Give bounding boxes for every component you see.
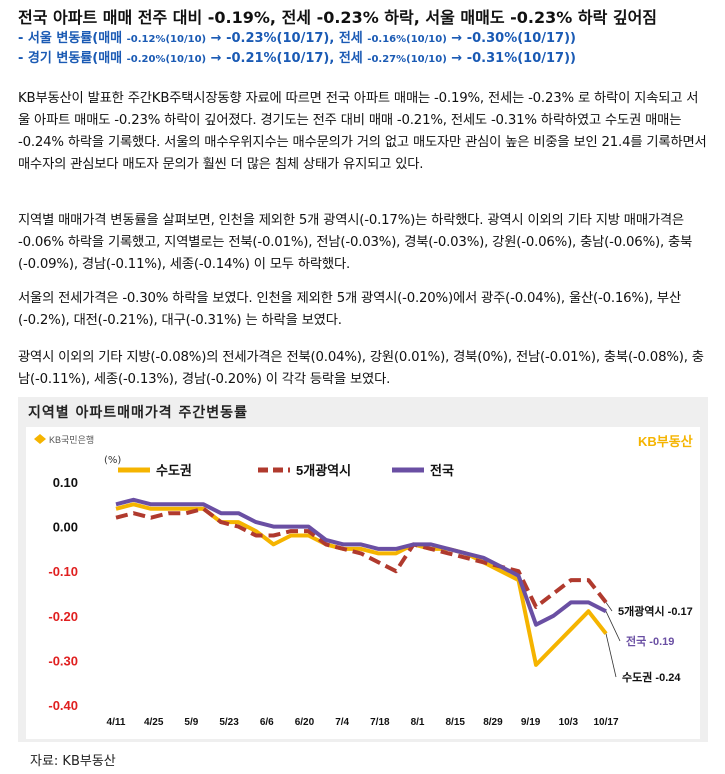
paragraph-4: 광역시 이외의 기타 지방(-0.08%)의 전세가격은 전북(0.04%), … bbox=[18, 350, 704, 387]
summary-label: - 서울 변동률(매매 bbox=[18, 31, 127, 46]
y-axis-unit: (%) bbox=[104, 455, 121, 466]
kb-star-icon bbox=[34, 434, 46, 444]
series-line-sudogwon bbox=[115, 502, 608, 667]
summary-cur: -0.23%(10/17) bbox=[226, 31, 330, 46]
y-axis: 0.10 0.00 -0.10 -0.20 -0.30 -0.40 bbox=[48, 475, 78, 713]
series-line-metro5 bbox=[115, 506, 608, 609]
summary-label: - 경기 변동률(매매 bbox=[18, 51, 127, 66]
summary-prev2: -0.27%(10/10) bbox=[367, 54, 447, 65]
x-tick-label: 6/20 bbox=[295, 717, 315, 728]
x-tick-label: 8/1 bbox=[411, 717, 425, 728]
summary-prev: -0.20%(10/10) bbox=[126, 54, 207, 65]
x-tick-label: 4/11 bbox=[107, 717, 126, 728]
x-tick-label: 7/18 bbox=[370, 717, 390, 728]
y-tick-label: 0.00 bbox=[53, 520, 78, 535]
end-label-leader bbox=[605, 611, 621, 642]
summary-gyeonggi: - 경기 변동률(매매 -0.20%(10/10) → -0.21%(10/17… bbox=[18, 47, 576, 66]
arrow: → bbox=[206, 31, 227, 46]
x-tick-label: 10/3 bbox=[559, 717, 579, 728]
summary-mid: , 전세 bbox=[329, 51, 368, 66]
arrow: → bbox=[446, 51, 467, 66]
chart-figure: 지역별 아파트매매가격 주간변동률 KB국민은행 KB부동산 (%) 수도권 5개… bbox=[18, 397, 708, 742]
summary-mid: , 전세 bbox=[329, 31, 368, 46]
x-tick-label: 8/29 bbox=[483, 717, 503, 728]
x-tick-label: 7/4 bbox=[335, 717, 349, 728]
arrow: → bbox=[206, 51, 227, 66]
y-tick-label: -0.40 bbox=[48, 698, 78, 713]
arrow: → bbox=[446, 31, 467, 46]
kb-logo: KB부동산 bbox=[638, 434, 693, 449]
paragraph-1: KB부동산이 발표한 주간KB주택시장동향 자료에 따르면 전국 아파트 매매는… bbox=[18, 91, 707, 172]
end-label-leader bbox=[605, 602, 613, 612]
x-tick-label: 4/25 bbox=[144, 717, 164, 728]
kb-bank-logo: KB국민은행 bbox=[34, 434, 94, 445]
y-tick-label: -0.20 bbox=[48, 609, 78, 624]
x-tick-label: 9/19 bbox=[521, 717, 541, 728]
bank-logo-text: KB국민은행 bbox=[49, 434, 94, 445]
summary-seoul: - 서울 변동률(매매 -0.12%(10/10) → -0.23%(10/17… bbox=[18, 27, 576, 46]
summary-cur2: -0.31%(10/17)) bbox=[466, 51, 576, 66]
summary-prev: -0.12%(10/10) bbox=[126, 34, 207, 45]
chart-panel: KB국민은행 KB부동산 (%) 수도권 5개광역시 전국 0.10 0.00 -0.1… bbox=[26, 427, 700, 739]
paragraph-2: 지역별 매매가격 변동률을 살펴보면, 인천을 제외한 5개 광역시(-0.17… bbox=[18, 213, 693, 272]
paragraph-3: 서울의 전세가격은 -0.30% 하락을 보였다. 인천을 제외한 5개 광역시… bbox=[18, 291, 681, 328]
end-label-leader bbox=[605, 633, 617, 678]
headline: 전국 아파트 매매 전주 대비 -0.19%, 전세 -0.23% 하락, 서울… bbox=[18, 8, 658, 27]
y-tick-label: -0.30 bbox=[48, 653, 78, 668]
legend-label: 5개광역시 bbox=[296, 463, 351, 478]
legend-label: 수도권 bbox=[156, 463, 192, 478]
series-line-national bbox=[115, 497, 607, 627]
summary-cur2: -0.30%(10/17)) bbox=[466, 31, 576, 46]
summary-cur: -0.21%(10/17) bbox=[226, 51, 330, 66]
source-note: 자료: KB부동산 bbox=[30, 754, 116, 769]
legend-label: 전국 bbox=[430, 463, 454, 478]
summary-prev2: -0.16%(10/10) bbox=[367, 34, 447, 45]
x-tick-label: 6/6 bbox=[260, 717, 274, 728]
x-tick-label: 5/23 bbox=[219, 717, 239, 728]
end-label-sudogwon: 수도권 -0.24 bbox=[622, 671, 681, 684]
x-tick-label: 8/15 bbox=[445, 717, 465, 728]
end-labels: 수도권 -0.24 5개광역시 -0.17 전국 -0.19 bbox=[605, 602, 693, 684]
y-tick-label: -0.10 bbox=[48, 564, 78, 579]
end-label-national: 전국 -0.19 bbox=[626, 634, 674, 648]
y-tick-label: 0.10 bbox=[53, 475, 78, 490]
legend: 수도권 5개광역시 전국 bbox=[118, 463, 454, 478]
x-tick-label: 10/17 bbox=[593, 717, 618, 728]
end-label-metro5: 5개광역시 -0.17 bbox=[618, 604, 693, 618]
line-chart: KB국민은행 KB부동산 (%) 수도권 5개광역시 전국 0.10 0.00 -0.1… bbox=[34, 434, 693, 728]
chart-box-title: 지역별 아파트매매가격 주간변동률 bbox=[28, 405, 248, 421]
x-axis: 4/11 4/25 5/9 5/23 6/6 6/20 7/4 7/18 8/1 8/15 8/29… bbox=[107, 717, 619, 728]
x-tick-label: 5/9 bbox=[184, 717, 198, 728]
series-lines bbox=[115, 497, 608, 667]
